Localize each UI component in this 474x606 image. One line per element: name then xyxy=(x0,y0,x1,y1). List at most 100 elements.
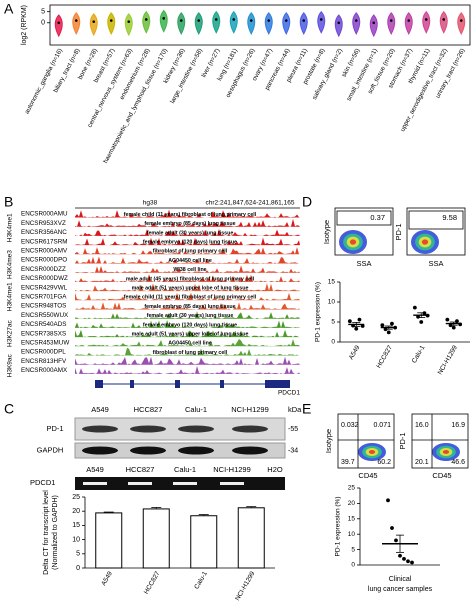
violin xyxy=(54,14,63,38)
flow-y-label: PD-1 xyxy=(394,223,403,240)
y-tick-label: 10 xyxy=(328,299,336,306)
violin xyxy=(212,10,221,34)
flow-plot xyxy=(334,207,394,256)
median-dot xyxy=(74,19,78,22)
violin xyxy=(72,12,81,35)
track-id: ENCSR000AMX xyxy=(21,367,68,374)
signal-track xyxy=(75,218,300,227)
point xyxy=(455,319,459,324)
x-tick-label: Calu-1 xyxy=(193,570,209,590)
point xyxy=(406,559,410,564)
gel-band xyxy=(128,482,152,485)
lane-label: Calu-1 xyxy=(174,465,196,474)
flow-cloud xyxy=(421,239,429,245)
median-dot xyxy=(127,20,131,23)
median-dot xyxy=(424,18,428,21)
x-tick-label: A549 xyxy=(100,570,114,587)
signal-track xyxy=(75,274,300,282)
violin xyxy=(457,12,466,35)
signal-track xyxy=(75,247,300,255)
track-id: ENCSR000DWZ xyxy=(21,275,68,282)
violin xyxy=(439,10,448,34)
x-tick-label: A549 xyxy=(348,344,362,361)
median-dot xyxy=(109,19,113,22)
size-label: -34 xyxy=(288,447,298,454)
violin xyxy=(124,13,133,37)
y-tick-label: 10 xyxy=(72,536,80,543)
point xyxy=(357,317,362,322)
track-description: female embryo (85 days) lung tissue xyxy=(144,221,235,227)
flow-y-label: Isotype xyxy=(324,429,333,453)
median-dot xyxy=(162,17,166,20)
signal-track xyxy=(75,237,300,246)
track-id: ENCSR738SXS xyxy=(21,330,66,337)
unit: kDa xyxy=(288,405,302,414)
median-dot xyxy=(389,19,393,22)
flow-x-label: SSA xyxy=(356,259,371,268)
x-axis-label: lung cancer samples xyxy=(368,586,433,593)
flow-percent: 9.58 xyxy=(442,213,457,222)
flow-plot xyxy=(337,413,395,469)
size-label: -55 xyxy=(288,426,298,433)
protein-label: PD-1 xyxy=(46,424,63,433)
flow-x-label: SSA xyxy=(428,259,443,268)
axis xyxy=(359,488,440,566)
median-dot xyxy=(267,19,271,22)
track-id: ENCSR540ADS xyxy=(21,321,67,328)
point xyxy=(410,560,414,565)
median-dot xyxy=(372,21,376,25)
point xyxy=(412,305,417,310)
median-dot xyxy=(284,19,288,22)
gate xyxy=(408,210,464,230)
gel-target: PDCD1 xyxy=(30,478,55,487)
flow-y-label: Isotype xyxy=(322,220,331,244)
x-tick-label: NCI-H1299 xyxy=(437,344,460,376)
track-id: ENCSR948TOS xyxy=(21,303,66,310)
exon xyxy=(175,380,180,388)
histone-mark: H3K9ac xyxy=(7,353,14,377)
y-tick-label: 15 xyxy=(72,522,80,529)
quadrant-value: 39.7 xyxy=(341,459,355,466)
median-dot xyxy=(459,19,463,22)
median-dot xyxy=(407,19,411,22)
point xyxy=(386,330,391,335)
track-id: ENCSR000AMV xyxy=(21,247,68,254)
track-description: female embryo (120 days) lung tissue xyxy=(143,322,237,328)
flow-percent: 0.37 xyxy=(370,213,385,222)
track-description: female adult (30 years) lung tissue xyxy=(147,230,234,236)
signal-track xyxy=(75,265,300,273)
track-id: ENCSR813HFV xyxy=(21,358,67,365)
panel-label: A xyxy=(4,1,14,17)
quadrant-value: 16.9 xyxy=(451,422,465,429)
quadrant-value: 16.0 xyxy=(415,422,429,429)
median-dot xyxy=(302,19,306,22)
track-id: ENCSR356ANC xyxy=(21,229,67,236)
band xyxy=(130,425,166,433)
flow-plot xyxy=(411,413,469,469)
track-description: male adult (45 years) fibroblast of lung… xyxy=(126,276,255,282)
y-tick-label: 15 xyxy=(348,516,356,523)
x-tick-label: HCC827 xyxy=(143,570,162,595)
violin xyxy=(159,9,168,33)
lane-label: HCC827 xyxy=(126,465,155,474)
y-tick-label: 25 xyxy=(72,494,80,501)
histone-mark: H3K4me3 xyxy=(7,250,14,279)
violin xyxy=(142,10,151,34)
point xyxy=(394,538,398,543)
panel-label: E xyxy=(302,401,311,417)
point xyxy=(445,317,450,322)
point xyxy=(347,319,352,324)
median-dot xyxy=(442,18,446,21)
y-tick-label: 0 xyxy=(76,565,80,572)
median-dot xyxy=(319,18,323,21)
band xyxy=(82,446,118,455)
point xyxy=(451,325,456,330)
histone-mark: H3K4me1 xyxy=(7,213,14,242)
violin xyxy=(89,13,98,37)
median-dot xyxy=(144,18,148,21)
track-description: male adult (51 years) upper lobe of lung… xyxy=(132,332,249,338)
y-tick-label: 10 xyxy=(348,531,356,538)
median-dot xyxy=(197,19,201,22)
exon xyxy=(265,380,290,388)
